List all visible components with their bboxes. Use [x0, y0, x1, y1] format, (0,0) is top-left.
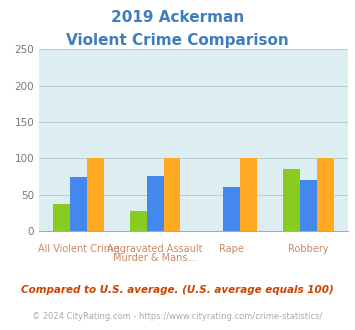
Text: Murder & Mans...: Murder & Mans...: [113, 253, 197, 263]
Bar: [53, 204, 70, 231]
Bar: [70, 177, 87, 231]
Text: Violent Crime Comparison: Violent Crime Comparison: [66, 33, 289, 48]
Bar: [130, 211, 147, 231]
Bar: [283, 169, 300, 231]
Text: Compared to U.S. average. (U.S. average equals 100): Compared to U.S. average. (U.S. average …: [21, 285, 334, 295]
Bar: [240, 158, 257, 231]
Text: Robbery: Robbery: [288, 244, 329, 254]
Bar: [147, 176, 164, 231]
Bar: [300, 180, 317, 231]
Bar: [223, 187, 240, 231]
Text: Rape: Rape: [219, 244, 244, 254]
Text: © 2024 CityRating.com - https://www.cityrating.com/crime-statistics/: © 2024 CityRating.com - https://www.city…: [32, 312, 323, 321]
Text: All Violent Crime: All Violent Crime: [38, 244, 119, 254]
Bar: [164, 158, 180, 231]
Text: Aggravated Assault: Aggravated Assault: [107, 244, 203, 254]
Text: 2019 Ackerman: 2019 Ackerman: [111, 10, 244, 25]
Bar: [87, 158, 104, 231]
Bar: [317, 158, 334, 231]
